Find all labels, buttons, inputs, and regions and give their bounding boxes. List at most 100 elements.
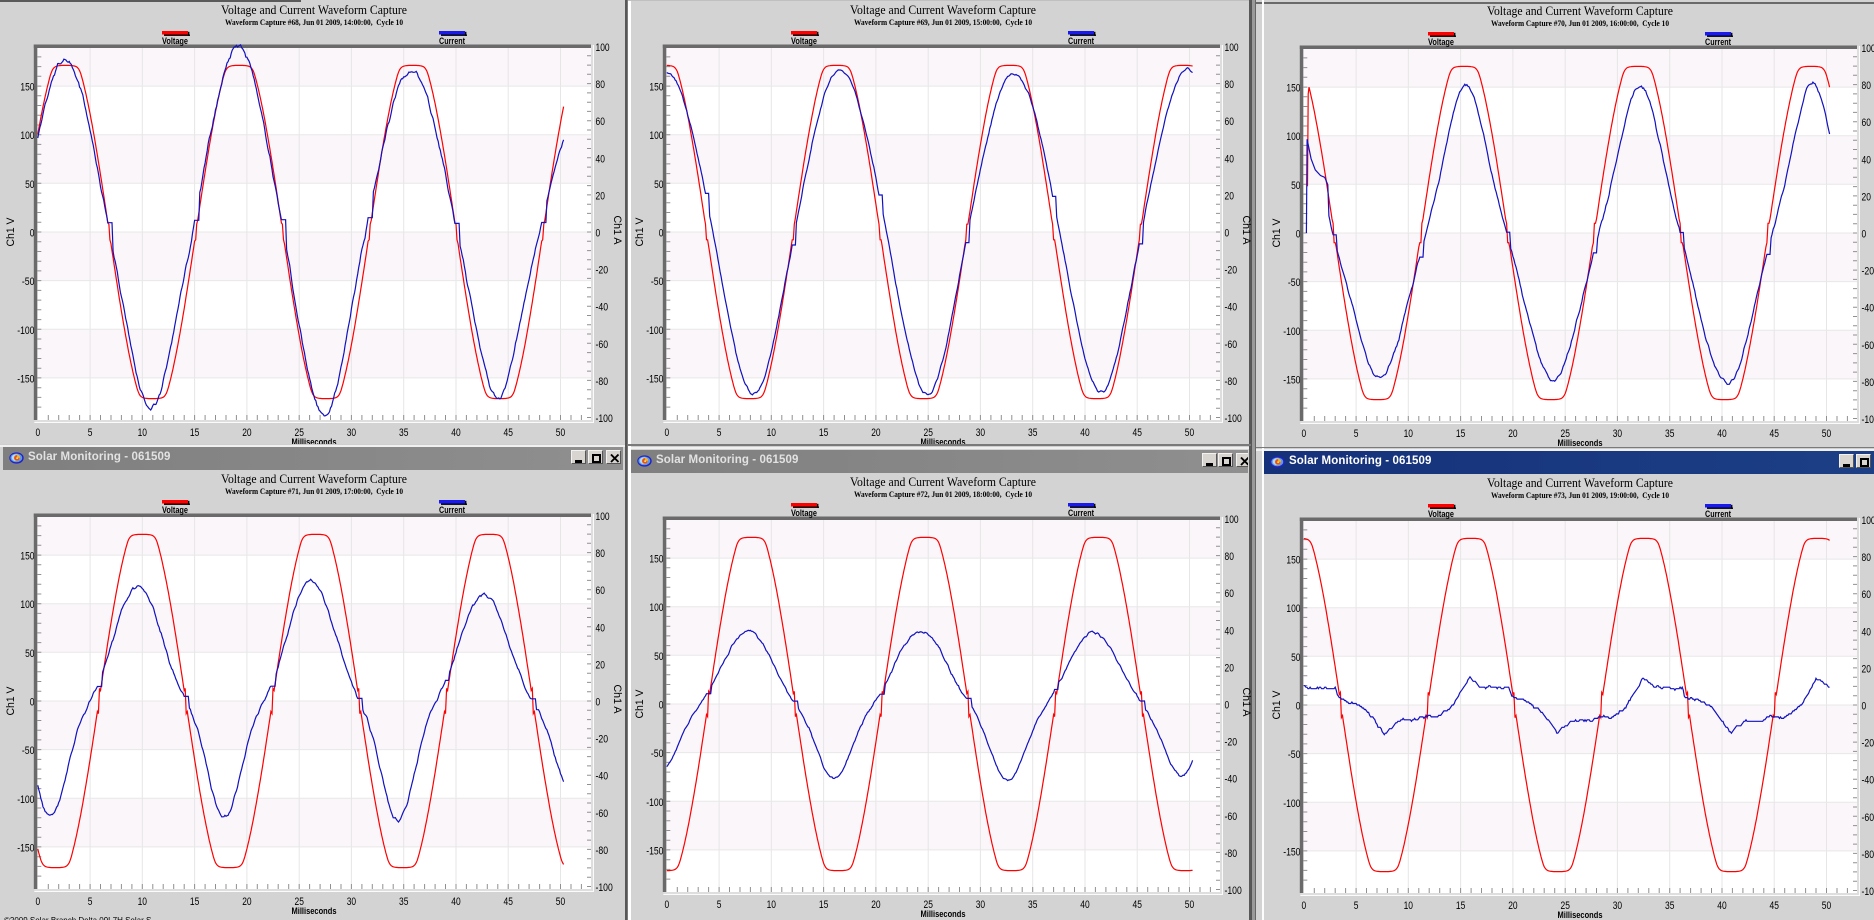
svg-text:45: 45 — [504, 896, 513, 908]
svg-text:Voltage: Voltage — [162, 505, 188, 515]
svg-text:-20: -20 — [1862, 266, 1874, 278]
svg-text:0: 0 — [664, 427, 669, 439]
svg-text:100: 100 — [1225, 42, 1239, 54]
svg-text:35: 35 — [1028, 427, 1037, 439]
svg-text:-60: -60 — [1225, 811, 1238, 823]
svg-text:-80: -80 — [1225, 848, 1238, 860]
svg-text:150: 150 — [20, 82, 34, 94]
svg-text:0: 0 — [1296, 229, 1301, 241]
svg-text:50: 50 — [556, 427, 565, 439]
svg-text:10: 10 — [138, 427, 147, 439]
svg-text:40: 40 — [451, 896, 460, 908]
svg-text:45: 45 — [504, 427, 513, 439]
svg-text:100: 100 — [1286, 603, 1300, 615]
svg-text:50: 50 — [1185, 899, 1194, 911]
svg-text:-60: -60 — [1862, 812, 1874, 824]
svg-text:-20: -20 — [596, 734, 609, 746]
svg-text:-50: -50 — [651, 276, 664, 288]
svg-text:35: 35 — [399, 896, 408, 908]
svg-text:25: 25 — [295, 427, 304, 439]
svg-text:20: 20 — [1225, 190, 1234, 202]
svg-text:Ch1 V: Ch1 V — [1271, 690, 1283, 720]
svg-text:5: 5 — [88, 427, 93, 439]
svg-text:Current: Current — [1705, 509, 1731, 519]
svg-text:Voltage: Voltage — [162, 36, 188, 46]
svg-text:100: 100 — [20, 130, 34, 142]
svg-text:Ch1 V: Ch1 V — [5, 686, 17, 716]
svg-text:5: 5 — [88, 896, 93, 908]
svg-text:60: 60 — [1862, 117, 1871, 129]
svg-text:15: 15 — [190, 427, 199, 439]
svg-text:40: 40 — [1862, 154, 1871, 166]
svg-text:30: 30 — [976, 899, 985, 911]
svg-text:100: 100 — [1862, 43, 1874, 55]
svg-text:30: 30 — [1613, 900, 1622, 912]
svg-text:Ch1 A: Ch1 A — [1240, 688, 1251, 718]
svg-text:60: 60 — [596, 585, 605, 597]
svg-text:0: 0 — [1225, 700, 1230, 712]
svg-text:0: 0 — [596, 697, 601, 709]
svg-text:0: 0 — [35, 896, 40, 908]
svg-text:10: 10 — [1404, 428, 1413, 440]
svg-text:80: 80 — [596, 548, 605, 560]
svg-text:-50: -50 — [22, 745, 35, 757]
svg-text:60: 60 — [1225, 588, 1234, 600]
svg-text:40: 40 — [1080, 427, 1089, 439]
svg-text:30: 30 — [976, 427, 985, 439]
svg-text:15: 15 — [1456, 900, 1465, 912]
svg-text:35: 35 — [1028, 899, 1037, 911]
svg-text:20: 20 — [1862, 191, 1871, 203]
svg-text:-150: -150 — [17, 842, 34, 854]
svg-text:-20: -20 — [1225, 265, 1238, 277]
svg-text:45: 45 — [1133, 427, 1142, 439]
svg-text:Waveform Capture #72, Jun 01 2: Waveform Capture #72, Jun 01 2009, 18:00… — [854, 490, 1032, 499]
svg-text:35: 35 — [1665, 428, 1674, 440]
svg-text:40: 40 — [596, 622, 605, 634]
svg-text:20: 20 — [871, 899, 880, 911]
svg-text:5: 5 — [717, 899, 722, 911]
svg-text:-20: -20 — [596, 265, 609, 277]
svg-text:10: 10 — [767, 427, 776, 439]
svg-text:Milliseconds: Milliseconds — [921, 909, 966, 919]
svg-text:-100: -100 — [596, 413, 613, 425]
svg-text:-40: -40 — [596, 771, 609, 783]
svg-text:-150: -150 — [646, 373, 663, 385]
svg-text:10: 10 — [1404, 900, 1413, 912]
svg-text:40: 40 — [1862, 626, 1871, 638]
svg-text:0: 0 — [1301, 428, 1306, 440]
svg-text:-100: -100 — [1862, 414, 1874, 426]
svg-text:80: 80 — [1862, 552, 1871, 564]
svg-text:45: 45 — [1770, 428, 1779, 440]
svg-text:Ch1 V: Ch1 V — [1271, 218, 1283, 248]
svg-text:20: 20 — [242, 427, 251, 439]
svg-text:Voltage: Voltage — [1428, 37, 1454, 47]
svg-text:Voltage and Current Waveform C: Voltage and Current Waveform Capture — [1487, 475, 1673, 490]
svg-text:100: 100 — [1286, 131, 1300, 143]
svg-text:0: 0 — [35, 427, 40, 439]
svg-text:Ch1 A: Ch1 A — [1240, 216, 1251, 246]
svg-text:150: 150 — [20, 551, 34, 563]
svg-text:Ch1 A: Ch1 A — [611, 685, 623, 715]
svg-text:10: 10 — [138, 896, 147, 908]
svg-text:40: 40 — [1717, 428, 1726, 440]
svg-text:-150: -150 — [1283, 846, 1300, 858]
svg-text:25: 25 — [924, 427, 933, 439]
svg-text:50: 50 — [1185, 427, 1194, 439]
svg-text:Ch1 V: Ch1 V — [5, 217, 17, 247]
svg-text:25: 25 — [295, 896, 304, 908]
svg-text:100: 100 — [649, 130, 663, 142]
svg-text:15: 15 — [819, 427, 828, 439]
svg-text:50: 50 — [654, 651, 663, 663]
svg-text:Current: Current — [1068, 508, 1094, 518]
svg-text:150: 150 — [649, 554, 663, 566]
svg-text:20: 20 — [1862, 663, 1871, 675]
svg-text:0: 0 — [596, 228, 601, 240]
svg-text:50: 50 — [25, 648, 34, 660]
svg-text:30: 30 — [1613, 428, 1622, 440]
svg-text:-60: -60 — [1862, 340, 1874, 352]
svg-text:25: 25 — [1561, 900, 1570, 912]
svg-text:30: 30 — [347, 896, 356, 908]
svg-text:-100: -100 — [646, 797, 663, 809]
svg-text:0: 0 — [664, 899, 669, 911]
svg-text:Voltage and Current Waveform C: Voltage and Current Waveform Capture — [221, 471, 407, 486]
